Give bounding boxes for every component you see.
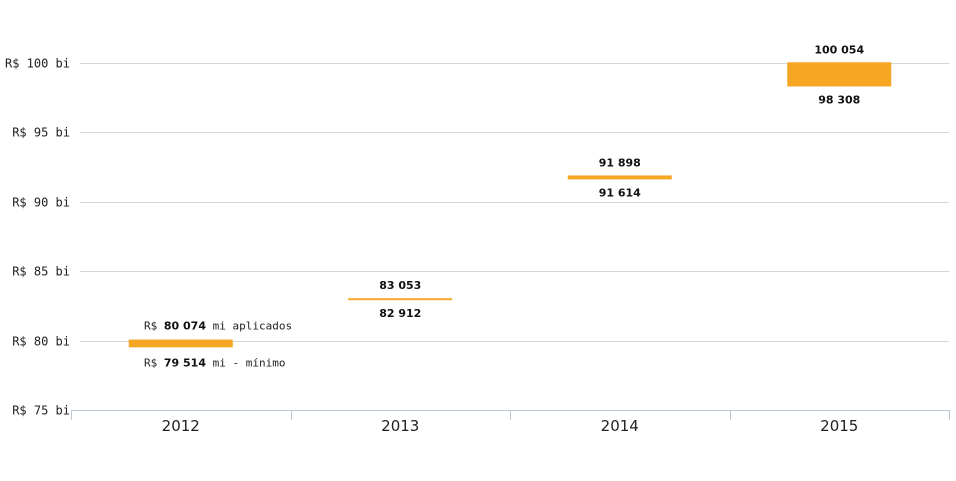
range-bar	[128, 339, 233, 348]
value-label-bottom: 82 912	[379, 307, 421, 320]
value-label-bottom: 98 308	[818, 93, 860, 106]
x-axis	[71, 410, 950, 420]
value-label-top: 91 898	[599, 156, 641, 169]
y-tick-label: R$ 90 bi	[12, 196, 70, 210]
range-bar	[348, 298, 453, 301]
y-tick-label: R$ 80 bi	[12, 335, 70, 349]
value-label-top: 83 053	[379, 279, 421, 292]
y-tick-label: R$ 95 bi	[12, 126, 70, 140]
x-axis-labels: 2012 2013 2014 2015	[162, 417, 859, 435]
y-axis-labels: R$ 75 bi R$ 80 bi R$ 85 bi R$ 90 bi R$ 95 bi…	[5, 57, 70, 418]
x-tick-label: 2012	[162, 417, 200, 435]
value-label-top: R$ 80 074 mi aplicados	[144, 320, 292, 333]
x-tick-label: 2014	[601, 417, 639, 435]
x-tick-label: 2015	[820, 417, 858, 435]
range-bar	[787, 62, 892, 87]
value-labels: R$ 80 074 mi aplicados R$ 79 514 mi - mín…	[144, 43, 864, 369]
value-label-top: 100 054	[814, 43, 864, 56]
value-label-bottom: R$ 79 514 mi - mínimo	[144, 356, 285, 369]
grid-lines	[80, 63, 949, 342]
range-bar	[567, 175, 672, 180]
value-label-bottom: 91 614	[599, 186, 641, 199]
y-tick-label: R$ 85 bi	[12, 265, 70, 279]
range-bars	[128, 62, 892, 348]
y-tick-label: R$ 75 bi	[12, 404, 70, 418]
x-tick-label: 2013	[381, 417, 419, 435]
y-tick-label: R$ 100 bi	[5, 57, 70, 71]
